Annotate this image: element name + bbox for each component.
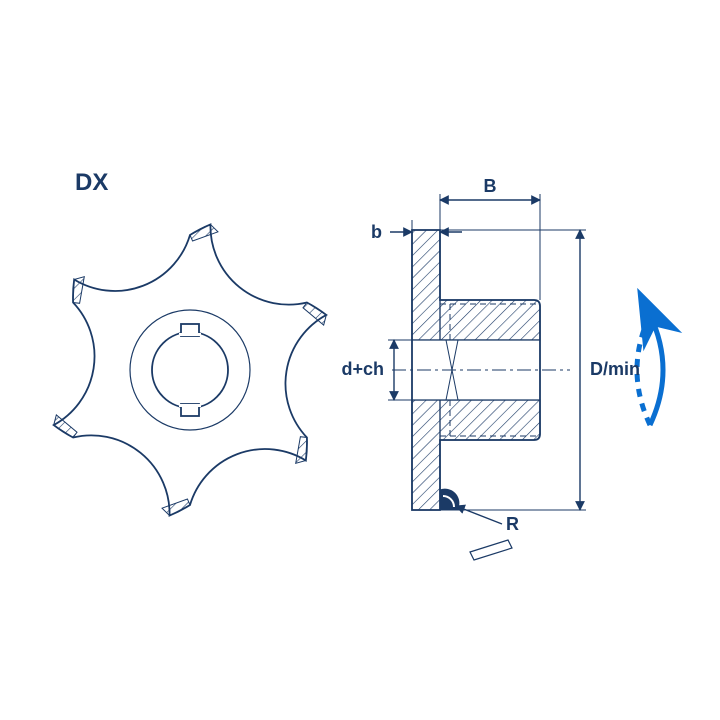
dim-label-b: b [371, 222, 382, 242]
dim-label-R: R [506, 514, 519, 534]
front-view-cutter [54, 224, 327, 515]
dim-label-Dmin: D/min [590, 359, 640, 379]
title-label: DX [75, 169, 108, 196]
dim-label-dch: d+ch [341, 359, 384, 379]
rotation-arrow [637, 315, 663, 425]
technical-drawing: DX B b d+ch D/min R [0, 0, 720, 720]
dim-label-B: B [484, 176, 497, 196]
